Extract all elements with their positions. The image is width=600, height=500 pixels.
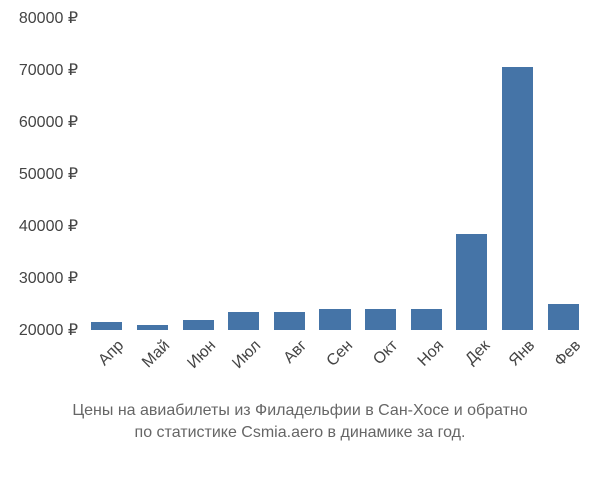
bar (502, 67, 533, 330)
bar (183, 320, 214, 330)
x-axis-tick: Сен (297, 330, 358, 391)
bar (548, 304, 579, 330)
bar (411, 309, 442, 330)
y-axis-tick: 40000 ₽ (19, 216, 84, 236)
x-axis-tick: Окт (343, 330, 404, 391)
x-axis-tick: Ноя (388, 330, 449, 391)
x-axis-tick: Фев (525, 330, 586, 391)
plot-area: 20000 ₽30000 ₽40000 ₽50000 ₽60000 ₽70000… (84, 18, 586, 330)
bar (365, 309, 396, 330)
x-axis-tick: Авг (252, 330, 313, 391)
y-axis-tick: 30000 ₽ (19, 268, 84, 288)
x-axis-tick: Июн (160, 330, 221, 391)
bar (137, 325, 168, 330)
x-axis-tick: Дек (434, 330, 495, 391)
y-axis-tick: 60000 ₽ (19, 112, 84, 132)
bar (91, 322, 122, 330)
y-axis-tick: 80000 ₽ (19, 8, 84, 28)
bar (319, 309, 350, 330)
x-axis-tick: Июл (206, 330, 267, 391)
bar (274, 312, 305, 330)
bar (456, 234, 487, 330)
x-axis-tick: Янв (480, 330, 541, 391)
y-axis-tick: 50000 ₽ (19, 164, 84, 184)
y-axis-tick: 20000 ₽ (19, 320, 84, 340)
bar (228, 312, 259, 330)
chart-caption: Цены на авиабилеты из Филадельфии в Сан-… (0, 400, 600, 443)
x-axis-tick: Май (115, 330, 176, 391)
y-axis-tick: 70000 ₽ (19, 60, 84, 80)
price-chart: 20000 ₽ 30000 ₽ 40000 ₽ 50000 ₽ 60000 ₽ 70000… (0, 0, 600, 500)
